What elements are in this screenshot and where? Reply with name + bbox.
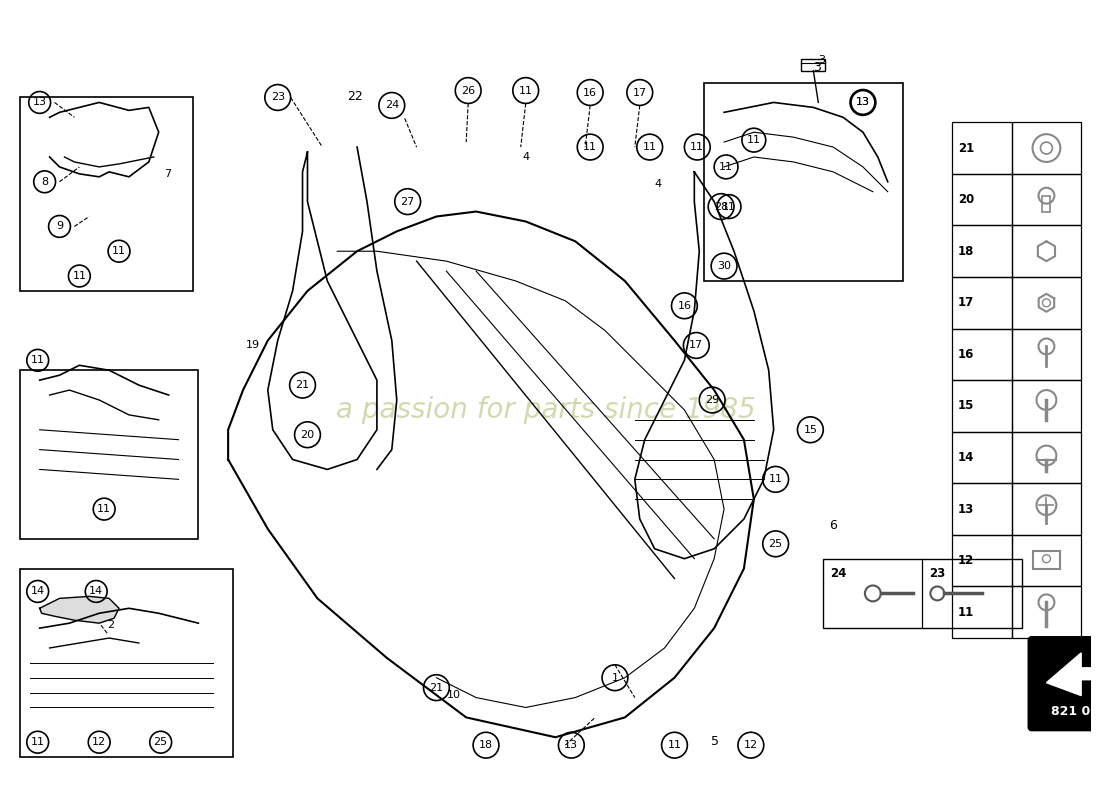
Text: 11: 11 (691, 142, 704, 152)
Bar (953, 432, 1012, 483)
Text: 6: 6 (829, 519, 837, 532)
Text: 21: 21 (958, 142, 975, 154)
Text: 11: 11 (31, 737, 45, 747)
Text: 12: 12 (92, 737, 107, 747)
Text: 11: 11 (112, 246, 126, 256)
Text: 18: 18 (958, 245, 975, 258)
Text: 12: 12 (744, 740, 758, 750)
Text: 11: 11 (519, 86, 532, 95)
Text: 18: 18 (478, 740, 493, 750)
Bar (802, 58, 825, 70)
Text: 17: 17 (632, 87, 647, 98)
Bar (1012, 535, 1081, 586)
Text: 4: 4 (654, 178, 662, 189)
Text: 11: 11 (719, 162, 733, 172)
Text: 5: 5 (712, 735, 719, 748)
Text: 11: 11 (722, 202, 736, 211)
Text: 17: 17 (958, 296, 975, 310)
Text: 821 02: 821 02 (1052, 705, 1099, 718)
Bar (704, 82, 903, 281)
Text: 21: 21 (429, 682, 443, 693)
Text: 13: 13 (33, 98, 46, 107)
Bar (1012, 329, 1081, 380)
Text: 14: 14 (31, 586, 45, 597)
Text: 16: 16 (583, 87, 597, 98)
Text: 20: 20 (300, 430, 315, 440)
Text: 11: 11 (747, 135, 761, 145)
Bar (1012, 226, 1081, 277)
Text: 13: 13 (958, 502, 975, 516)
Text: 11: 11 (642, 142, 657, 152)
FancyBboxPatch shape (1028, 637, 1100, 730)
Bar (953, 483, 1012, 535)
Text: 23: 23 (930, 567, 946, 580)
Bar (953, 586, 1012, 638)
Text: 22: 22 (348, 90, 363, 103)
Text: 11: 11 (769, 474, 783, 484)
Text: 11: 11 (73, 271, 87, 281)
Bar (1043, 196, 1050, 211)
Text: 3: 3 (813, 61, 822, 74)
Bar (1012, 432, 1081, 483)
Text: 21: 21 (296, 380, 309, 390)
Text: 11: 11 (958, 606, 975, 618)
Polygon shape (40, 596, 119, 623)
Text: 19: 19 (246, 341, 260, 350)
Text: 13: 13 (564, 740, 579, 750)
Text: 8: 8 (41, 177, 48, 186)
Text: 16: 16 (958, 348, 975, 361)
Bar (20, 98, 194, 291)
Text: 29: 29 (705, 395, 719, 405)
Text: 25: 25 (769, 539, 783, 549)
Bar (1012, 586, 1081, 638)
Text: 10: 10 (447, 690, 460, 699)
Text: 17: 17 (690, 341, 703, 350)
Text: 20: 20 (958, 193, 975, 206)
Polygon shape (1046, 653, 1100, 695)
Bar (1012, 122, 1081, 174)
Text: 14: 14 (958, 451, 975, 464)
Text: 28: 28 (714, 202, 728, 211)
Bar (953, 380, 1012, 432)
Bar (953, 329, 1012, 380)
Text: 24: 24 (385, 101, 399, 110)
Text: 15: 15 (958, 399, 975, 413)
Text: 27: 27 (400, 197, 415, 206)
Bar (20, 569, 233, 757)
Text: 15: 15 (803, 425, 817, 434)
Text: 24: 24 (830, 567, 846, 580)
Text: 30: 30 (717, 261, 732, 271)
Text: 25: 25 (154, 737, 167, 747)
Bar (1033, 550, 1060, 569)
Bar (1012, 483, 1081, 535)
Bar (953, 174, 1012, 226)
Bar (953, 122, 1012, 174)
Bar (953, 277, 1012, 329)
Text: 1: 1 (612, 673, 618, 682)
Text: 3: 3 (818, 54, 825, 65)
Text: 7: 7 (164, 169, 170, 179)
Text: 4: 4 (522, 152, 530, 162)
Text: 14: 14 (89, 586, 103, 597)
Text: 23: 23 (271, 93, 285, 102)
Bar (953, 226, 1012, 277)
Text: 11: 11 (31, 355, 45, 366)
Bar (953, 535, 1012, 586)
Bar (20, 370, 198, 539)
Text: 13: 13 (856, 98, 870, 107)
Text: 13: 13 (856, 98, 870, 107)
Text: 9: 9 (56, 222, 63, 231)
Text: 16: 16 (678, 301, 692, 310)
Text: 12: 12 (958, 554, 975, 567)
Text: a passion for parts since 1985: a passion for parts since 1985 (336, 396, 756, 424)
Bar (823, 558, 1022, 628)
Text: 11: 11 (583, 142, 597, 152)
Bar (1012, 380, 1081, 432)
Bar (1012, 277, 1081, 329)
Bar (1012, 174, 1081, 226)
Text: 11: 11 (97, 504, 111, 514)
Text: 11: 11 (668, 740, 682, 750)
Text: 26: 26 (461, 86, 475, 95)
Text: 2: 2 (107, 620, 114, 630)
